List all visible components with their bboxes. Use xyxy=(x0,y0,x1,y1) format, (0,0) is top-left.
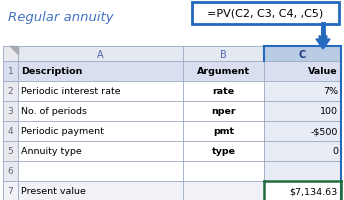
Bar xyxy=(18,181,183,200)
Text: Argument: Argument xyxy=(197,67,250,76)
Text: 7%: 7% xyxy=(323,87,338,96)
Bar xyxy=(264,141,341,161)
Bar xyxy=(183,121,264,141)
Bar xyxy=(264,101,341,121)
Text: 4: 4 xyxy=(8,127,13,136)
Text: rate: rate xyxy=(213,87,235,96)
Text: type: type xyxy=(212,147,236,156)
Bar xyxy=(3,181,18,200)
Text: A: A xyxy=(97,49,104,59)
Bar xyxy=(183,62,264,82)
Text: Regular annuity: Regular annuity xyxy=(8,11,114,24)
Text: No. of periods: No. of periods xyxy=(21,107,87,116)
Text: Annuity type: Annuity type xyxy=(21,147,82,156)
Text: B: B xyxy=(220,49,227,59)
Bar xyxy=(3,62,18,82)
Bar xyxy=(18,82,183,101)
Bar xyxy=(264,181,341,200)
Bar xyxy=(3,161,18,181)
Bar xyxy=(183,101,264,121)
Text: pmt: pmt xyxy=(213,127,234,136)
Polygon shape xyxy=(316,40,330,50)
Text: C: C xyxy=(299,49,306,59)
Text: Periodic payment: Periodic payment xyxy=(21,127,104,136)
Polygon shape xyxy=(10,47,18,55)
Bar xyxy=(264,161,341,181)
Bar xyxy=(3,101,18,121)
Bar xyxy=(264,121,341,141)
Text: Present value: Present value xyxy=(21,187,86,196)
Text: 0: 0 xyxy=(332,147,338,156)
Bar xyxy=(264,62,341,82)
Text: 2: 2 xyxy=(8,87,13,96)
Text: $7,134.63: $7,134.63 xyxy=(290,187,338,196)
Text: 7: 7 xyxy=(8,187,13,196)
Bar xyxy=(264,82,341,101)
Bar xyxy=(192,3,339,25)
Bar xyxy=(18,121,183,141)
Bar xyxy=(3,141,18,161)
Bar xyxy=(183,141,264,161)
Bar xyxy=(18,101,183,121)
Text: 5: 5 xyxy=(8,147,13,156)
Text: 100: 100 xyxy=(320,107,338,116)
Bar xyxy=(18,47,183,62)
Bar xyxy=(3,82,18,101)
Text: -$500: -$500 xyxy=(311,127,338,136)
Text: =PV(C2, C3, C4, ,C5): =PV(C2, C3, C4, ,C5) xyxy=(207,9,324,19)
Bar xyxy=(3,121,18,141)
Bar xyxy=(183,82,264,101)
Text: Value: Value xyxy=(308,67,338,76)
Bar xyxy=(183,47,264,62)
Bar xyxy=(183,161,264,181)
Bar xyxy=(18,141,183,161)
Bar xyxy=(3,47,18,62)
Text: 1: 1 xyxy=(8,67,13,76)
Bar xyxy=(264,47,341,62)
Text: Periodic interest rate: Periodic interest rate xyxy=(21,87,121,96)
Text: 6: 6 xyxy=(8,167,13,176)
Text: nper: nper xyxy=(211,107,236,116)
Text: 3: 3 xyxy=(8,107,13,116)
Bar xyxy=(18,62,183,82)
Bar xyxy=(183,181,264,200)
Text: Description: Description xyxy=(21,67,82,76)
Bar xyxy=(18,161,183,181)
